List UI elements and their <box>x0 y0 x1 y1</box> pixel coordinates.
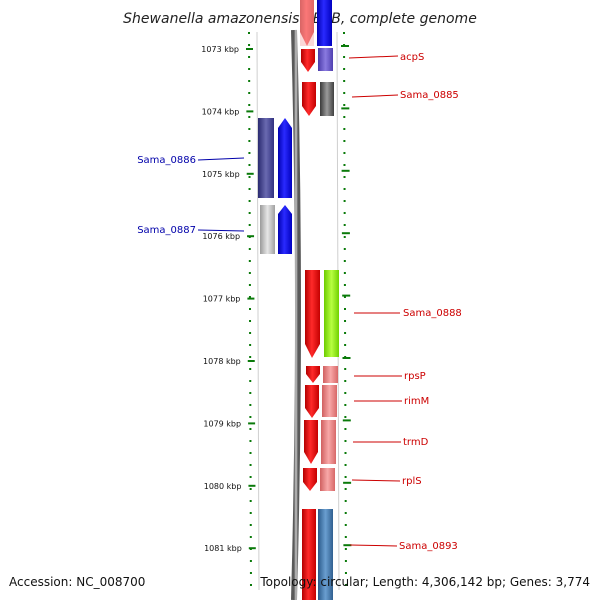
gene-leader-lines <box>197 55 402 547</box>
forward-strand-genes <box>300 0 320 600</box>
category-box-rimM <box>322 385 337 417</box>
gene-arrow-acpS <box>301 49 315 72</box>
category-box-trmD <box>321 420 336 464</box>
category-box-top-blue <box>317 0 332 46</box>
ruler-tick-label-2: 1075 kbp <box>202 170 240 179</box>
gene-label-rimM[interactable]: rimM <box>404 396 429 407</box>
gene-label-acpS[interactable]: acpS <box>400 52 424 63</box>
genome-backbone <box>291 29 301 600</box>
gene-label-Sama_0885[interactable]: Sama_0885 <box>400 90 459 101</box>
leader-rplS <box>351 479 401 482</box>
left-ruler-track <box>248 31 252 591</box>
feature-category-boxes <box>258 0 339 600</box>
category-box-rpsP <box>323 366 338 383</box>
gene-label-Sama_0888[interactable]: Sama_0888 <box>403 308 462 319</box>
gene-label-rplS[interactable]: rplS <box>402 476 422 487</box>
category-box-acpS <box>318 48 333 71</box>
leader-Sama_0887 <box>197 229 245 232</box>
category-box-Sama_0888 <box>324 270 339 357</box>
ruler-tick-label-4: 1077 kbp <box>203 295 241 304</box>
leader-Sama_0893 <box>349 544 398 547</box>
ruler-tick-label-5: 1078 kbp <box>203 357 241 366</box>
accession-text: Accession: NC_008700 <box>9 575 145 589</box>
ruler-tick-label-1: 1074 kbp <box>202 107 240 116</box>
gene-labels: acpS Sama_0885 Sama_0886 Sama_0887 Sama_… <box>137 52 462 552</box>
gene-arrow-rimM <box>305 385 319 418</box>
ruler-tick-label-6: 1079 kbp <box>203 419 241 428</box>
category-box-Sama_0886 <box>258 118 274 198</box>
ruler-tick-label-3: 1076 kbp <box>202 232 240 241</box>
category-box-rplS <box>320 468 335 491</box>
leader-Sama_0886 <box>197 157 245 161</box>
ruler-tick-label-8: 1081 kbp <box>204 544 242 553</box>
gene-label-Sama_0893[interactable]: Sama_0893 <box>399 541 458 552</box>
gene-arrow-Sama_0893 <box>302 509 316 600</box>
inner-left-track <box>256 31 260 591</box>
gene-label-trmD[interactable]: trmD <box>403 437 429 448</box>
category-box-Sama_0885 <box>320 82 334 116</box>
category-box-Sama_0893 <box>318 509 333 600</box>
topology-text: Topology: circular; Length: 4,306,142 bp… <box>259 575 590 589</box>
leader-acpS <box>348 55 399 59</box>
category-box-Sama_0887 <box>260 205 275 254</box>
gene-arrow-Sama_0886 <box>278 118 292 198</box>
gene-arrow-trmD <box>304 420 318 464</box>
category-box-top-pink <box>300 0 314 46</box>
ruler-tick-label-7: 1080 kbp <box>204 482 242 491</box>
outer-ruler-track <box>343 31 347 591</box>
ruler-tick-label-0: 1073 kbp <box>201 45 239 54</box>
gene-label-rpsP[interactable]: rpsP <box>404 371 426 382</box>
gene-arrow-Sama_0887 <box>278 205 292 254</box>
gene-label-Sama_0887[interactable]: Sama_0887 <box>137 225 196 236</box>
gene-arrow-Sama_0885 <box>302 82 316 116</box>
gene-arrow-Sama_0888 <box>305 270 320 358</box>
reverse-strand-genes <box>278 118 292 254</box>
gene-arrow-rplS <box>303 468 317 491</box>
leader-Sama_0885 <box>351 94 399 98</box>
gene-arrow-rpsP <box>306 366 320 383</box>
ruler-ticks: 1073 kbp 1074 kbp 1075 kbp 1076 kbp 1077 kbp… <box>201 45 352 553</box>
gene-label-Sama_0886[interactable]: Sama_0886 <box>137 155 196 166</box>
